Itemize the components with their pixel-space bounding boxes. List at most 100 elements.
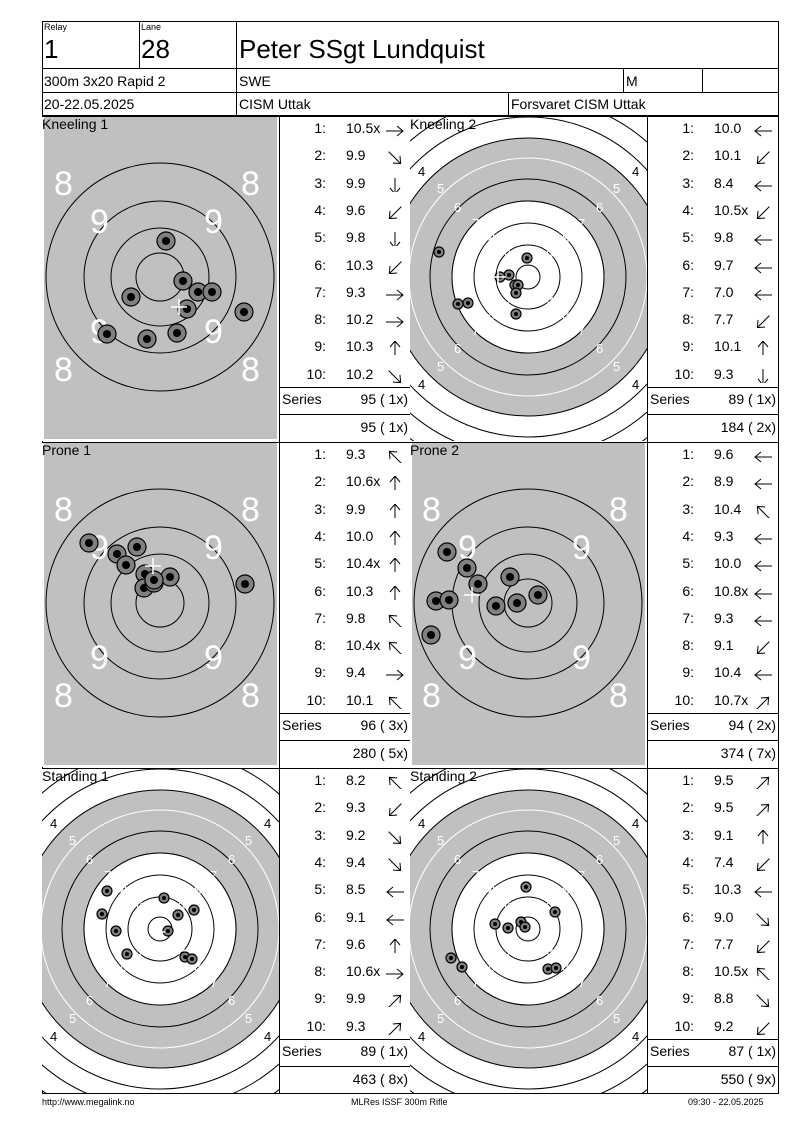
shot-impact-center [474, 580, 482, 588]
shot-number: 6: [314, 256, 326, 273]
ring-number: 9 [178, 943, 185, 958]
shot-number: 8: [314, 637, 326, 654]
shot-number: 1: [314, 120, 326, 136]
ring-number: 9 [136, 943, 143, 958]
shot-impact-center [190, 957, 194, 961]
divider [280, 713, 411, 714]
shot-impact-center [241, 580, 249, 588]
shot-score: 9.1 [346, 908, 366, 925]
shot-number: 5: [682, 555, 694, 572]
target-ring [105, 874, 215, 984]
aiming-area [44, 443, 277, 765]
shot-score: 10.1 [714, 338, 742, 355]
shot-row: 1: 8.2 [280, 772, 411, 799]
shot-number: 7: [682, 609, 694, 626]
series-total: 94 ( 2x) [728, 717, 776, 733]
shot-score: 9.6 [714, 446, 734, 462]
series-title: Prone 1 [42, 442, 92, 458]
shot-number: 9: [682, 338, 694, 355]
shot-number: 3: [682, 174, 694, 191]
direction-arrow-icon [754, 588, 772, 599]
ring-number: 5 [613, 833, 620, 848]
shot-number: 9: [314, 990, 326, 1007]
shot-row: 6: 9.0 [648, 909, 779, 936]
shot-score: 9.3 [346, 283, 366, 300]
divider [279, 442, 280, 768]
shot-impact-center [192, 908, 196, 912]
series-total: 96 ( 3x) [360, 717, 408, 733]
lane-number: 28 [141, 34, 170, 64]
divider [236, 21, 237, 116]
shot-number: 10: [674, 365, 694, 382]
target-ring [410, 769, 647, 1090]
shot-impact-center [162, 896, 166, 900]
ring-number: 6 [228, 852, 235, 867]
shot-number: 2: [314, 799, 326, 816]
footer-software: MLRes ISSF 300m Rifle [351, 1097, 448, 1107]
target-ring [410, 117, 647, 438]
ring-number: 8 [54, 677, 73, 715]
divider [508, 92, 509, 116]
shot-row: 1: 9.5 [648, 772, 779, 799]
shot-score: 10.2 [346, 365, 374, 382]
direction-arrow-icon [754, 451, 772, 463]
ring-number: 9 [504, 899, 511, 914]
target-ring [61, 830, 259, 1028]
shot-number: 5: [314, 881, 326, 898]
target-ring [45, 162, 275, 392]
direction-arrow-icon [754, 262, 772, 273]
shot-score: 10.0 [346, 527, 374, 544]
ring-number: 4 [264, 816, 271, 831]
ring-number: 9 [458, 639, 477, 677]
shot-impact-center [100, 912, 104, 916]
ring-number: 9 [136, 899, 143, 914]
ring-number: 4 [264, 1029, 271, 1044]
organizer: Forsvaret CISM Uttak [511, 96, 646, 112]
shot-impact-center [456, 302, 460, 306]
direction-arrow-icon [388, 803, 402, 817]
shot-impact-center [506, 573, 514, 581]
shot-row: 9: 8.8 [648, 990, 779, 1017]
shot-number: 4: [682, 853, 694, 870]
shot-score: 9.6 [346, 935, 366, 952]
ring-number: 9 [90, 639, 109, 677]
shot-number: 8: [682, 311, 694, 328]
shot-score: 8.9 [714, 473, 734, 490]
ring-number: 6 [454, 200, 461, 215]
shot-row: 2: 9.9 [280, 147, 411, 174]
shot-score: 10.5x [714, 963, 749, 980]
shot-row: 2: 10.6x [280, 473, 411, 500]
shot-score: 7.0 [714, 283, 734, 300]
divider [42, 768, 411, 769]
shot-row: 6: 9.1 [280, 909, 411, 936]
shot-row: 7: 7.0 [648, 284, 779, 311]
direction-arrow-icon [756, 641, 770, 655]
divider [42, 442, 411, 443]
ring-number: 8 [241, 491, 260, 529]
shot-score: 9.3 [346, 799, 366, 816]
ring-number: 9 [204, 203, 223, 241]
shot-row: 6: 10.3 [280, 257, 411, 284]
divider [648, 740, 779, 741]
shot-number: 2: [682, 799, 694, 816]
divider [410, 442, 779, 443]
shot-number: 5: [682, 881, 694, 898]
shot-score: 9.3 [714, 365, 734, 382]
direction-arrow-icon [388, 641, 402, 655]
series-title: Standing 1 [42, 768, 109, 784]
shot-number: 10: [674, 691, 694, 708]
divider [42, 92, 779, 93]
ring-number: 9 [572, 639, 591, 677]
divider [280, 1039, 411, 1040]
shot-score: 10.3 [346, 582, 374, 599]
footer-url[interactable]: http://www.megalink.no [42, 1097, 135, 1107]
ring-number: 8 [562, 883, 569, 898]
ring-number: 5 [437, 181, 444, 196]
target-ring [410, 157, 647, 397]
